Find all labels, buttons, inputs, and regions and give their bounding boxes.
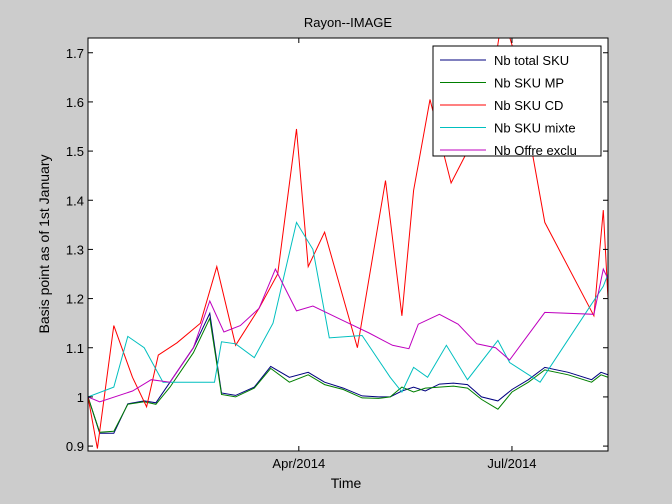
y-tick-label: 1.4 bbox=[66, 193, 84, 208]
series-line-3 bbox=[88, 38, 608, 449]
chart-title: Rayon--IMAGE bbox=[304, 15, 392, 30]
series-line-1 bbox=[88, 311, 608, 434]
legend-box bbox=[432, 45, 602, 157]
y-axis-label: Basis point as of 1st January bbox=[36, 155, 52, 334]
x-tick-label: Apr/2014 bbox=[272, 456, 325, 471]
y-tick-label: 1.5 bbox=[66, 144, 84, 159]
y-tick-label: 1.6 bbox=[66, 95, 84, 110]
y-tick-label: 0.9 bbox=[66, 439, 84, 454]
plot-frame bbox=[87, 37, 609, 452]
x-axis-label: Time bbox=[331, 475, 362, 491]
y-tick-label: 1 bbox=[77, 390, 84, 405]
x-tick-label: Jul/2014 bbox=[487, 456, 536, 471]
series-line-4 bbox=[88, 221, 608, 398]
ticks-layer: 0.9 1 1.1 1.2 1.3 1.4 1.5 1.6 1.7 Apr/2014 Jul/201… bbox=[66, 38, 608, 471]
series-line-2 bbox=[88, 316, 608, 433]
y-tick-label: 1.1 bbox=[66, 341, 84, 356]
series-layer bbox=[88, 38, 608, 449]
legend-label-5: Nb Offre exclu bbox=[494, 143, 577, 158]
legend: Nb total SKU Nb SKU MP Nb SKU CD Nb SKU mix… bbox=[432, 45, 602, 158]
series-line-5 bbox=[88, 267, 608, 403]
legend-label-3: Nb SKU CD bbox=[494, 98, 563, 113]
legend-label-4: Nb SKU mixte bbox=[494, 121, 576, 136]
legend-label-1: Nb total SKU bbox=[494, 53, 569, 68]
legend-label-2: Nb SKU MP bbox=[494, 76, 564, 91]
y-tick-label: 1.2 bbox=[66, 292, 84, 307]
y-tick-label: 1.7 bbox=[66, 46, 84, 61]
y-tick-label: 1.3 bbox=[66, 242, 84, 257]
